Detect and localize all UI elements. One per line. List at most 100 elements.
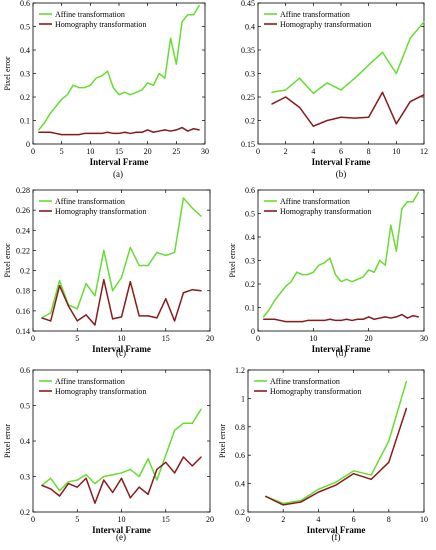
data-point: [147, 493, 149, 495]
data-point: [390, 317, 392, 319]
data-point: [282, 502, 284, 505]
data-point: [417, 191, 420, 193]
data-point: [381, 51, 384, 53]
x-tick-label: 4: [316, 515, 320, 524]
data-point: [323, 319, 325, 322]
data-point: [395, 123, 397, 125]
data-point: [147, 82, 149, 84]
x-tick-label: 10: [420, 515, 428, 524]
data-point: [120, 477, 123, 479]
y-tick-label: 0.24: [16, 226, 30, 235]
data-point: [301, 321, 303, 323]
data-point: [50, 477, 52, 479]
data-point: [38, 129, 40, 131]
data-point: [417, 316, 420, 318]
data-point: [340, 89, 342, 91]
data-point: [329, 257, 331, 259]
data-point: [290, 281, 292, 283]
data-point: [112, 132, 114, 135]
x-tick-label: 0: [256, 147, 260, 156]
data-point: [101, 75, 103, 77]
data-point: [357, 318, 359, 320]
x-tick-label: 10: [118, 334, 126, 343]
data-point: [357, 278, 359, 280]
y-tick-label: 0.6: [20, 366, 30, 375]
data-point: [353, 470, 355, 472]
x-tick-label: 10: [118, 515, 126, 524]
data-point: [182, 422, 185, 424]
data-point: [174, 320, 176, 322]
data-point: [43, 122, 46, 124]
data-point: [76, 479, 78, 481]
data-point: [285, 321, 287, 323]
data-point: [120, 472, 123, 474]
x-axis-label: Interval Frame: [307, 525, 366, 535]
y-axis-label: Pixel error: [218, 424, 227, 458]
data-point: [78, 134, 80, 136]
data-point: [335, 484, 337, 486]
data-point: [41, 484, 43, 486]
y-tick-label: 0.4: [20, 46, 30, 55]
data-point: [329, 318, 331, 320]
y-tick-label: 0.2: [245, 280, 255, 289]
data-point: [118, 94, 120, 96]
data-point: [323, 262, 325, 264]
x-tick-label: 30: [420, 334, 428, 343]
y-tick-label: 0.5: [20, 23, 30, 32]
data-point: [138, 486, 140, 488]
data-point: [282, 504, 284, 506]
data-point: [307, 274, 309, 276]
data-point: [312, 92, 314, 94]
data-point: [141, 131, 143, 133]
data-point: [384, 264, 386, 266]
data-point: [129, 132, 132, 135]
data-point: [181, 21, 183, 23]
x-tick-label: 6: [339, 147, 343, 156]
data-point: [147, 264, 149, 267]
y-tick-label: 0.6: [20, 0, 30, 8]
y-tick-label: 0.1: [20, 117, 30, 126]
data-point: [78, 87, 80, 89]
chart-panel-3: 0 5 10 15 20 0.14 0.16 0.18 0.2 0.22 0.24 0.26 0.28 A…: [3, 186, 214, 358]
y-tick-label: 0.26: [16, 206, 30, 215]
legend-box: [37, 374, 165, 396]
data-point: [76, 486, 78, 488]
data-point: [112, 290, 114, 292]
y-tick-label: 0.2: [235, 508, 245, 517]
chart-panel-5: 0 5 10 15 20 0.2 0.3 0.4 0.5 0.6 Affine transforma…: [3, 366, 214, 542]
data-point: [395, 316, 397, 318]
data-point: [200, 290, 202, 292]
y-axis-label: Pixel error: [3, 243, 12, 277]
data-point: [279, 292, 281, 294]
y-tick-label: 0.3: [20, 70, 30, 79]
data-point: [49, 112, 51, 115]
data-point: [156, 468, 158, 470]
legend-entry: Affine transformation: [280, 197, 350, 206]
legend-entry: Homography transformation: [270, 387, 361, 396]
data-point: [182, 292, 185, 294]
x-tick-label: 30: [201, 147, 209, 156]
y-tick-label: 0.4: [235, 480, 245, 489]
data-point: [370, 474, 372, 476]
data-point: [290, 321, 292, 323]
data-point: [192, 128, 195, 130]
data-point: [175, 129, 177, 131]
x-tick-label: 20: [144, 147, 152, 156]
data-point: [401, 208, 403, 210]
data-point: [138, 264, 140, 267]
data-point: [373, 318, 375, 320]
y-tick-label: 0.18: [16, 287, 30, 296]
data-point: [401, 313, 403, 316]
data-point: [274, 299, 276, 302]
data-point: [370, 478, 372, 480]
data-point: [76, 308, 78, 310]
y-tick-label: 0.3: [20, 473, 30, 482]
data-point: [67, 305, 69, 307]
data-point: [174, 472, 176, 474]
chart-panel-6: 0 2 4 6 8 10 0.2 0.4 0.6 0.8 1 1.2 Affine transforma…: [218, 366, 428, 542]
y-tick-label: 0.15: [241, 140, 255, 149]
data-point: [298, 106, 301, 108]
legend-entry: Affine transformation: [55, 377, 125, 386]
data-point: [379, 259, 381, 262]
